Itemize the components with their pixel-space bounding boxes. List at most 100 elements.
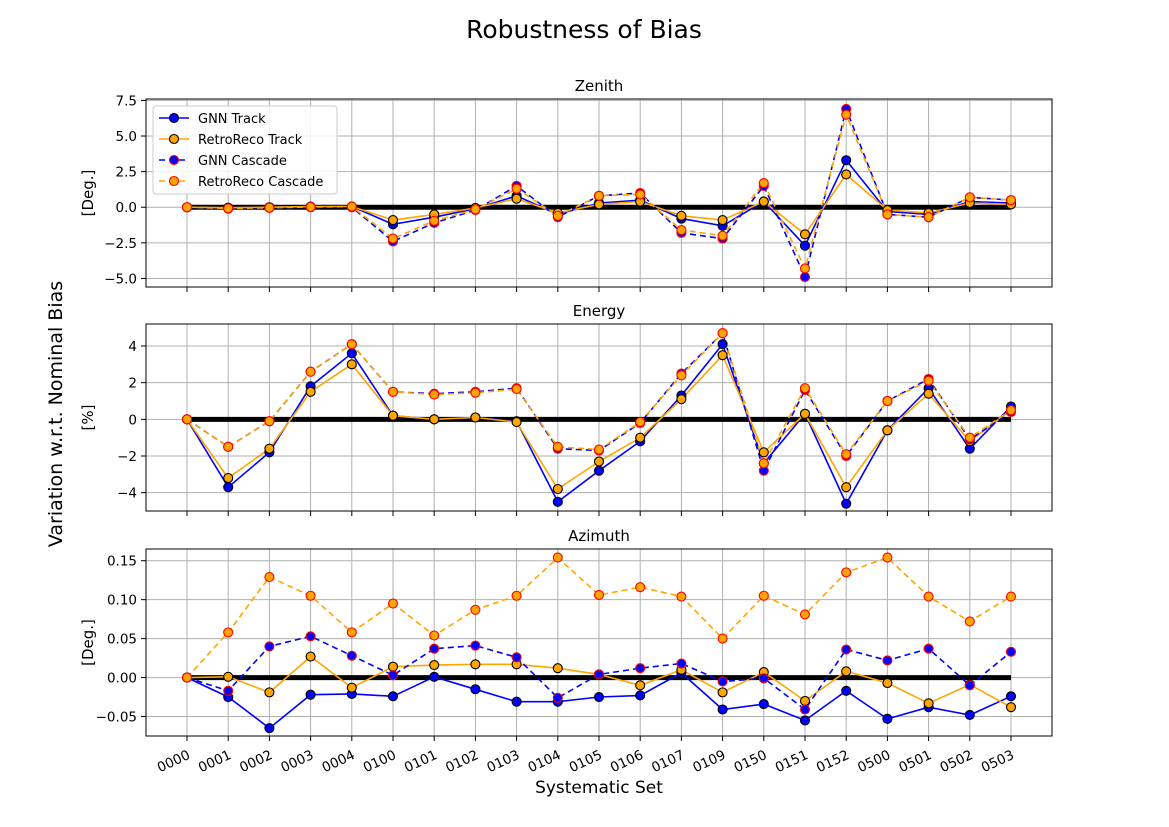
data-point: [1005, 591, 1017, 602]
data-point: [305, 651, 316, 662]
data-point: [387, 661, 399, 672]
data-point: [593, 456, 605, 467]
data-point: [305, 366, 316, 377]
data-point: [387, 598, 399, 609]
data-point: [923, 643, 934, 654]
panel-energy: −4 −2 0 2 4 Energy [%]: [79, 302, 1053, 516]
x-tick-label: 0105: [567, 747, 605, 776]
data-point: [676, 591, 687, 602]
data-point: [346, 201, 357, 212]
panel-title: Zenith: [575, 77, 624, 95]
data-point: [387, 386, 399, 397]
legend-marker: [168, 175, 180, 187]
data-point: [346, 682, 357, 693]
series-line-retroreco-cascade: [186, 556, 1012, 679]
data-point: [223, 671, 234, 682]
data-point: [758, 447, 769, 458]
data-point: [676, 370, 687, 381]
x-tick-label: 0150: [732, 747, 770, 776]
panel-ylabel: [Deg.]: [79, 170, 97, 217]
data-point: [552, 441, 563, 452]
data-point: [346, 339, 357, 350]
data-point: [552, 210, 563, 221]
data-point: [882, 552, 893, 563]
data-point: [305, 631, 316, 642]
data-point: [470, 204, 481, 215]
legend: GNN Track RetroReco Track GNN Cascade Retro…: [152, 105, 338, 195]
data-point: [593, 669, 605, 680]
x-tick-label: 0104: [526, 747, 564, 776]
data-point: [511, 696, 522, 707]
data-point: [305, 386, 316, 397]
data-point: [964, 709, 975, 721]
data-point: [223, 627, 234, 638]
data-point: [841, 644, 852, 655]
data-point: [758, 177, 769, 189]
data-point: [841, 498, 852, 509]
x-tick-label: 0103: [484, 747, 522, 776]
data-point: [882, 713, 893, 724]
data-point: [882, 395, 893, 407]
y-tick-label: −4: [117, 486, 137, 502]
data-point: [346, 650, 357, 661]
x-tick-label: 0500: [855, 747, 893, 776]
data-point: [799, 271, 811, 283]
panels: −5.0 −2.5 0.0 2.5 5.0 7.5 Zenith [Deg.] −4 −2 0 2 4 E…: [79, 77, 1053, 776]
data-point: [264, 687, 275, 698]
legend-marker: [168, 133, 180, 145]
data-point: [635, 582, 646, 593]
panel-ylabel: [%]: [79, 405, 97, 431]
data-point: [882, 209, 893, 220]
data-point: [264, 723, 275, 734]
legend-box: [152, 105, 338, 195]
data-point: [717, 704, 728, 715]
data-point: [387, 410, 399, 421]
y-tick-label: 0.0: [116, 200, 137, 216]
figure-xlabel: Systematic Set: [535, 778, 663, 798]
data-point: [841, 567, 852, 578]
data-point: [964, 616, 975, 627]
data-point: [717, 215, 728, 226]
data-point: [223, 482, 234, 493]
data-point: [717, 687, 728, 698]
data-point: [264, 571, 275, 583]
data-point: [1005, 405, 1017, 416]
data-point: [841, 482, 852, 493]
x-tick-label: 0102: [443, 747, 481, 776]
x-tick-label: 0000: [155, 747, 193, 776]
data-point: [264, 443, 275, 454]
data-point: [717, 230, 728, 241]
data-point: [264, 641, 275, 652]
x-tick-label: 0003: [278, 747, 316, 776]
data-point: [429, 660, 440, 671]
data-point: [758, 673, 769, 684]
data-point: [429, 643, 440, 654]
x-tick-label: 0100: [361, 747, 399, 776]
data-point: [470, 412, 481, 423]
data-point: [799, 263, 811, 274]
data-point: [799, 383, 811, 394]
data-point: [593, 199, 605, 210]
data-point: [635, 417, 646, 428]
legend-label: GNN Track: [198, 112, 266, 127]
data-point: [799, 229, 811, 240]
y-tick-label: −2: [117, 449, 137, 465]
data-point: [1005, 195, 1017, 206]
legend-marker: [168, 112, 180, 124]
data-point: [1005, 691, 1017, 702]
data-point: [964, 432, 975, 443]
data-point: [552, 692, 563, 703]
data-point: [717, 633, 728, 644]
data-point: [511, 652, 522, 663]
data-point: [635, 680, 646, 691]
x-tick-label: 0106: [608, 747, 646, 776]
data-point: [470, 640, 481, 651]
data-point: [223, 472, 234, 484]
data-point: [758, 590, 769, 601]
data-point: [593, 444, 605, 455]
y-tick-label: 4: [128, 339, 137, 355]
data-point: [511, 193, 522, 204]
x-tick-label: 0502: [938, 747, 976, 776]
panel-title: Energy: [573, 302, 626, 320]
